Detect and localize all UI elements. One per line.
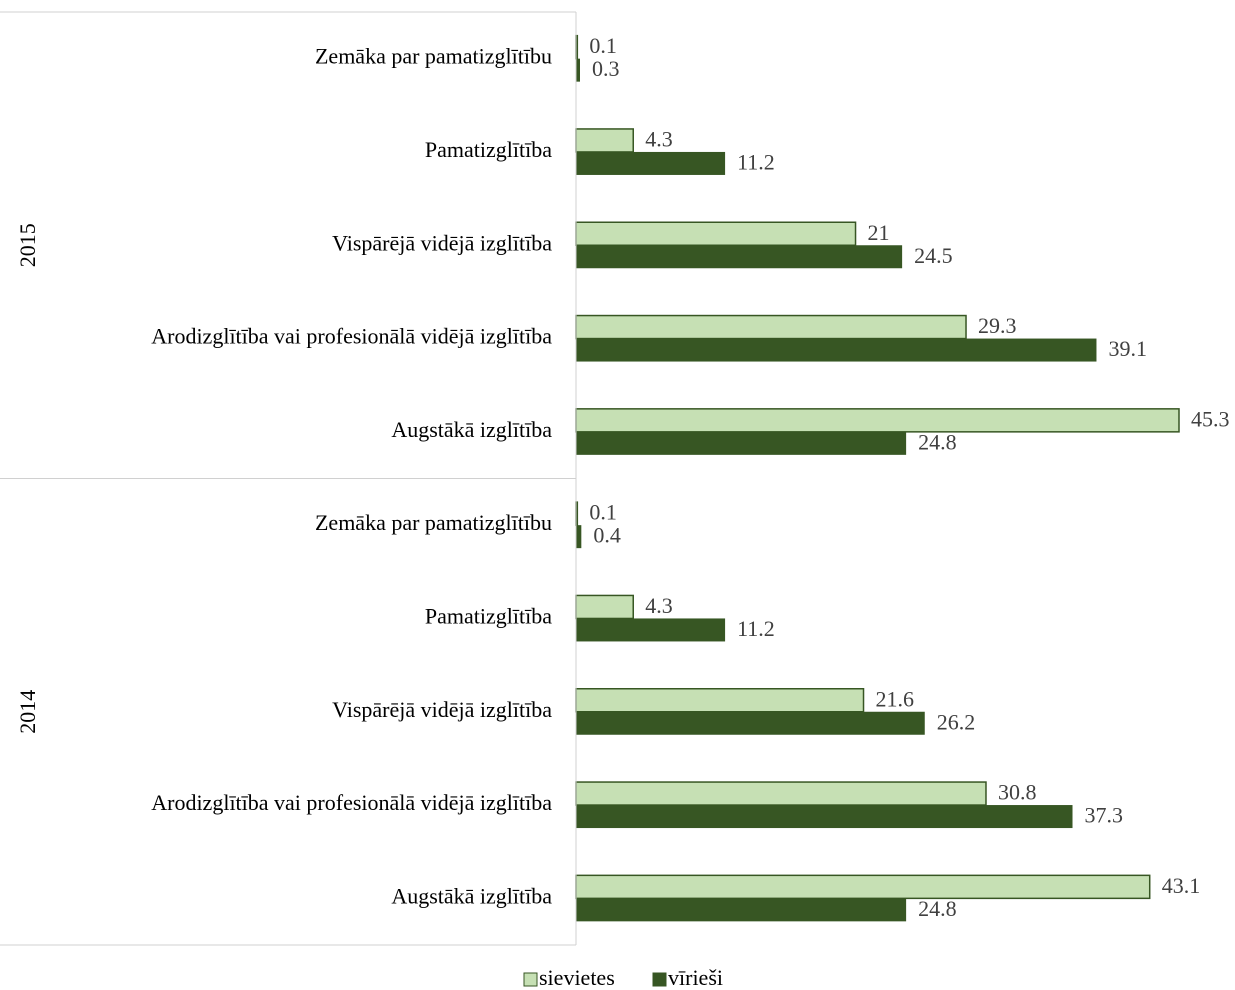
bar	[575, 781, 987, 806]
category-label: Vispārējā vidējā izglītība	[332, 697, 552, 722]
bar	[576, 58, 580, 82]
bar	[575, 128, 634, 153]
value-label: 0.1	[589, 33, 617, 58]
bar	[576, 618, 726, 642]
value-label: 21.6	[876, 686, 915, 711]
value-label: 26.2	[937, 709, 976, 734]
value-label: 4.3	[645, 126, 673, 151]
value-label: 37.3	[1085, 803, 1124, 828]
value-label: 29.3	[978, 313, 1017, 338]
category-label: Arodizglītība vai profesionālā vidējā iz…	[151, 324, 552, 349]
bar	[576, 805, 1073, 829]
value-label: 45.3	[1191, 406, 1230, 431]
value-label: 0.1	[589, 500, 617, 525]
value-label: 24.8	[918, 429, 957, 454]
category-label: Zemāka par pamatizglītību	[315, 510, 552, 535]
value-label: 0.3	[592, 56, 620, 81]
group-label: 2015	[15, 223, 40, 267]
value-label: 11.2	[737, 149, 775, 174]
value-label: 21	[868, 220, 890, 245]
bar	[575, 221, 857, 246]
legend-swatch	[523, 972, 538, 987]
bar	[576, 898, 907, 922]
bar	[575, 688, 865, 713]
value-label: 11.2	[737, 616, 775, 641]
group-label: 2014	[15, 690, 40, 734]
category-label: Arodizglītība vai profesionālā vidējā iz…	[151, 790, 552, 815]
category-label: Augstākā izglītība	[391, 883, 552, 908]
bar	[576, 151, 726, 175]
bar	[576, 431, 907, 455]
category-label: Zemāka par pamatizglītību	[315, 44, 552, 69]
category-label: Pamatizglītība	[425, 137, 552, 162]
value-label: 24.8	[918, 896, 957, 921]
category-label: Vispārējā vidējā izglītība	[332, 230, 552, 255]
value-label: 0.4	[593, 523, 621, 548]
legend-label: sievietes	[539, 965, 615, 990]
bar	[575, 314, 967, 340]
category-label: Augstākā izglītība	[391, 417, 552, 442]
value-label: 39.1	[1108, 336, 1147, 361]
value-label: 43.1	[1162, 873, 1201, 898]
bar	[575, 874, 1151, 900]
legend-label: vīrieši	[668, 965, 723, 990]
legend-swatch	[652, 972, 667, 987]
value-label: 30.8	[998, 780, 1037, 805]
bar	[576, 338, 1097, 362]
category-label: Pamatizglītība	[425, 603, 552, 628]
bar	[576, 711, 925, 735]
bar	[576, 525, 582, 549]
value-label: 4.3	[645, 593, 673, 618]
bar	[576, 245, 903, 269]
value-label: 24.5	[914, 243, 953, 268]
bar	[575, 594, 634, 620]
bar	[575, 408, 1180, 433]
